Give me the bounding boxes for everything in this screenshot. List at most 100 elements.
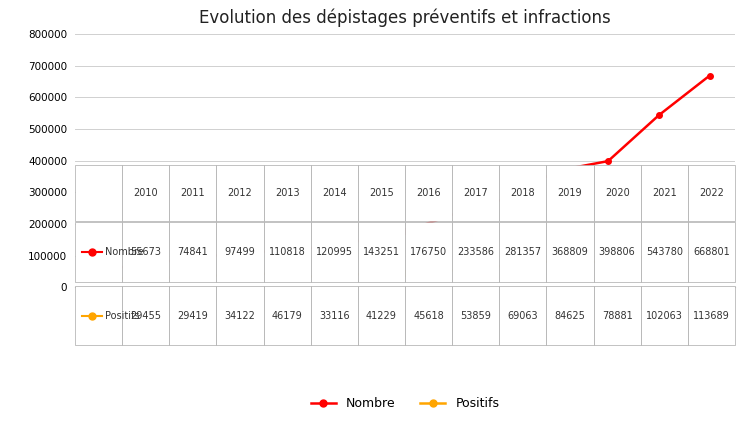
FancyBboxPatch shape: [75, 165, 122, 221]
Text: 53859: 53859: [460, 311, 491, 320]
Positifs: [350, 272, 358, 277]
Text: 34122: 34122: [224, 311, 256, 320]
FancyBboxPatch shape: [688, 222, 735, 282]
FancyBboxPatch shape: [688, 165, 735, 221]
FancyBboxPatch shape: [405, 165, 452, 221]
Text: 2012: 2012: [228, 188, 252, 198]
Text: 2013: 2013: [274, 188, 299, 198]
FancyBboxPatch shape: [593, 286, 640, 345]
FancyBboxPatch shape: [122, 286, 170, 345]
Text: 110818: 110818: [268, 247, 305, 257]
Nombre: [705, 73, 714, 78]
FancyBboxPatch shape: [310, 286, 358, 345]
Text: 398806: 398806: [598, 247, 635, 257]
Positifs: [96, 276, 105, 281]
Text: 2020: 2020: [604, 188, 629, 198]
FancyBboxPatch shape: [688, 286, 735, 345]
FancyBboxPatch shape: [263, 222, 310, 282]
Text: 2014: 2014: [322, 188, 346, 198]
Nombre: [350, 239, 358, 245]
Text: 78881: 78881: [602, 311, 632, 320]
Text: 74841: 74841: [178, 247, 209, 257]
FancyBboxPatch shape: [452, 286, 500, 345]
Nombre: [197, 254, 206, 259]
FancyBboxPatch shape: [217, 286, 263, 345]
Positifs: [452, 268, 460, 273]
Text: Positifs: Positifs: [105, 311, 140, 320]
FancyBboxPatch shape: [547, 286, 593, 345]
FancyBboxPatch shape: [358, 286, 405, 345]
Text: 143251: 143251: [363, 247, 400, 257]
Text: Nombre: Nombre: [105, 247, 144, 257]
Text: 33116: 33116: [319, 311, 350, 320]
Text: 69063: 69063: [508, 311, 538, 320]
FancyBboxPatch shape: [640, 286, 688, 345]
Nombre: [654, 112, 663, 118]
FancyBboxPatch shape: [452, 165, 500, 221]
Nombre: [553, 168, 562, 173]
FancyBboxPatch shape: [405, 222, 452, 282]
FancyBboxPatch shape: [75, 286, 122, 345]
FancyBboxPatch shape: [500, 222, 547, 282]
FancyBboxPatch shape: [640, 165, 688, 221]
Positifs: [654, 253, 663, 258]
FancyBboxPatch shape: [405, 286, 452, 345]
Text: 29455: 29455: [130, 311, 161, 320]
FancyBboxPatch shape: [452, 222, 500, 282]
Positifs: [502, 263, 511, 268]
Nombre: [299, 247, 308, 252]
FancyBboxPatch shape: [170, 222, 217, 282]
Positifs: [299, 274, 308, 279]
Text: 176750: 176750: [410, 247, 447, 257]
Text: 45618: 45618: [413, 311, 444, 320]
Text: 543780: 543780: [646, 247, 682, 257]
Text: 97499: 97499: [225, 247, 255, 257]
FancyBboxPatch shape: [122, 165, 170, 221]
Text: 2021: 2021: [652, 188, 676, 198]
Text: 120995: 120995: [316, 247, 352, 257]
FancyBboxPatch shape: [358, 222, 405, 282]
Positifs: [197, 274, 206, 279]
Positifs: [705, 249, 714, 254]
Text: 84625: 84625: [554, 311, 586, 320]
Text: 2016: 2016: [416, 188, 441, 198]
Text: 281357: 281357: [504, 247, 542, 257]
Text: 2011: 2011: [181, 188, 206, 198]
Text: 55673: 55673: [130, 247, 161, 257]
Positifs: [604, 260, 613, 265]
Positifs: [248, 270, 257, 275]
Line: Positifs: Positifs: [98, 249, 712, 281]
FancyBboxPatch shape: [500, 165, 547, 221]
Nombre: [400, 229, 410, 234]
FancyBboxPatch shape: [217, 165, 263, 221]
Text: 668801: 668801: [693, 247, 730, 257]
FancyBboxPatch shape: [170, 286, 217, 345]
FancyBboxPatch shape: [310, 222, 358, 282]
Title: Evolution des dépistages préventifs et infractions: Evolution des dépistages préventifs et i…: [200, 9, 610, 27]
Line: Nombre: Nombre: [98, 73, 712, 273]
Text: 2019: 2019: [558, 188, 582, 198]
Text: 113689: 113689: [693, 311, 730, 320]
Nombre: [147, 261, 156, 266]
FancyBboxPatch shape: [547, 222, 593, 282]
Nombre: [604, 158, 613, 164]
Text: 46179: 46179: [272, 311, 302, 320]
FancyBboxPatch shape: [217, 222, 263, 282]
FancyBboxPatch shape: [310, 165, 358, 221]
Text: 2015: 2015: [369, 188, 394, 198]
FancyBboxPatch shape: [500, 286, 547, 345]
Text: 2022: 2022: [699, 188, 724, 198]
Legend: Nombre, Positifs: Nombre, Positifs: [306, 392, 504, 415]
FancyBboxPatch shape: [593, 165, 640, 221]
FancyBboxPatch shape: [263, 165, 310, 221]
Text: 102063: 102063: [646, 311, 682, 320]
Positifs: [147, 276, 156, 281]
Nombre: [96, 267, 105, 272]
FancyBboxPatch shape: [593, 222, 640, 282]
FancyBboxPatch shape: [75, 222, 122, 282]
Text: 233586: 233586: [458, 247, 494, 257]
Text: 29419: 29419: [178, 311, 209, 320]
FancyBboxPatch shape: [263, 286, 310, 345]
Text: 2018: 2018: [511, 188, 536, 198]
Text: 41229: 41229: [366, 311, 397, 320]
